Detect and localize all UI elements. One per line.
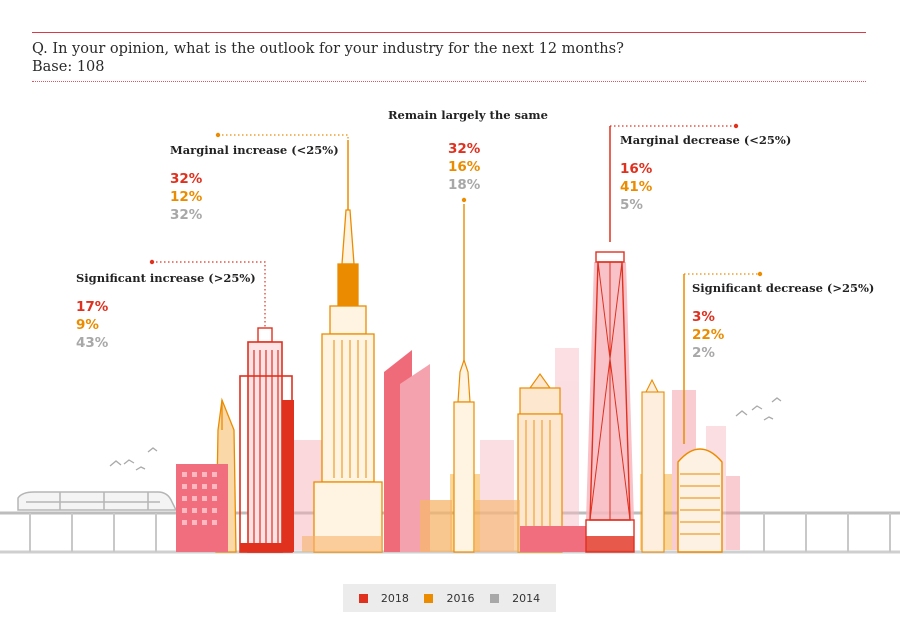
value-2018: 16%: [620, 161, 653, 177]
category-significant-increase: Significant increase (>25%) 17% 9% 43%: [76, 271, 256, 352]
category-label: Remain largely the same: [388, 108, 548, 122]
question-top-rule: [32, 32, 866, 33]
category-remain-same: 32% 16% 18%: [448, 140, 480, 194]
category-label: Marginal increase (<25%): [170, 143, 339, 157]
category-label: Marginal decrease (<25%): [620, 133, 792, 147]
category-label: Significant decrease (>25%): [692, 281, 875, 295]
value-2016: 41%: [620, 179, 653, 195]
birds: [109, 397, 782, 471]
category-label: Significant increase (>25%): [76, 271, 256, 285]
legend-label: 2016: [446, 591, 475, 605]
red-skyscraper: [239, 327, 294, 553]
leader-dots: [149, 123, 763, 277]
tan-tower: [517, 372, 563, 553]
category-remain-same-label-wrap: Remain largely the same: [388, 108, 548, 135]
red-slabs: [384, 350, 430, 552]
category-marginal-increase: Marginal increase (<25%) 32% 12% 32%: [170, 143, 339, 224]
value-2016: 12%: [170, 189, 203, 205]
legend-label: 2018: [380, 591, 409, 605]
value-2014: 18%: [448, 177, 481, 193]
legend-swatch-2018: [358, 593, 368, 603]
legend-item-2016: 2016: [424, 592, 474, 605]
value-2016: 22%: [692, 327, 725, 343]
value-2018: 32%: [170, 171, 203, 187]
category-marginal-decrease: Marginal decrease (<25%) 16% 41% 5%: [620, 133, 791, 214]
value-2016: 16%: [448, 159, 481, 175]
value-2014: 2%: [692, 345, 715, 361]
value-2018: 17%: [76, 299, 109, 315]
legend-swatch-2014: [490, 593, 500, 603]
value-2018: 32%: [448, 141, 481, 157]
value-2016: 9%: [76, 317, 99, 333]
legend-label: 2014: [512, 591, 541, 605]
value-2018: 3%: [692, 309, 715, 325]
right-tan-tower: [641, 378, 665, 553]
train: [17, 491, 178, 511]
question-dotted-rule: [32, 81, 866, 82]
tapered-glass-tower: [585, 126, 635, 553]
orange-base-blocks: [302, 500, 586, 552]
middle-needle-tower: [453, 204, 475, 553]
legend-swatch-2016: [424, 593, 434, 603]
value-2014: 5%: [620, 197, 643, 213]
leader-lines: [152, 125, 760, 328]
legend: 2018 2016 2014: [343, 584, 556, 612]
value-2014: 43%: [76, 335, 109, 351]
legend-item-2014: 2014: [490, 592, 540, 605]
value-2014: 32%: [170, 207, 203, 223]
curved-orange-tower: [677, 274, 723, 553]
legend-item-2018: 2018: [358, 591, 409, 605]
category-significant-decrease: Significant decrease (>25%) 3% 22% 2%: [692, 281, 874, 362]
pink-block-building: [176, 464, 228, 552]
question-text: Q. In your opinion, what is the outlook …: [32, 41, 624, 57]
base-count: Base: 108: [32, 59, 105, 75]
